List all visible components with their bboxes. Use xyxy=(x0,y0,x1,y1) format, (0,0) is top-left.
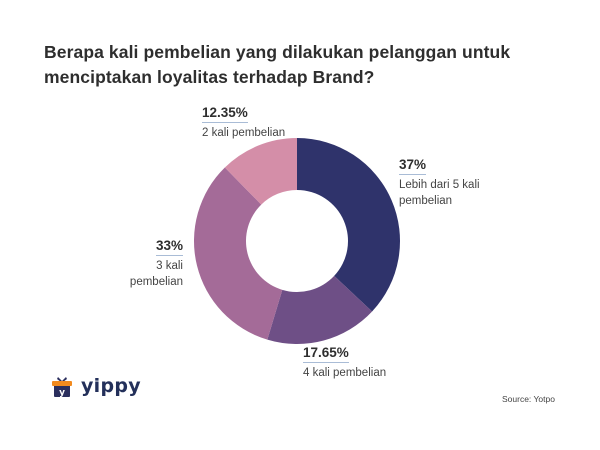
label-pct: 37% xyxy=(399,156,427,175)
donut-slice xyxy=(297,138,400,312)
label-pct: 33% xyxy=(155,237,183,256)
source-note: Source: Yotpo xyxy=(502,394,555,404)
chart-title: Berapa kali pembelian yang dilakukan pel… xyxy=(44,42,511,87)
label-text: 3 kali xyxy=(156,260,183,272)
label-4-times: 17.65% 4 kali pembelian xyxy=(303,344,386,381)
donut-slice xyxy=(193,167,283,340)
label-text: 4 kali pembelian xyxy=(303,367,387,379)
svg-text:y: y xyxy=(59,388,65,398)
label-more-than-5: 37% Lebih dari 5 kali pembelian xyxy=(399,156,480,209)
donut-slice xyxy=(267,275,373,345)
donut-slice xyxy=(224,138,297,205)
brand-logo: y yippy xyxy=(50,374,141,398)
label-pct: 17.65% xyxy=(303,344,349,363)
label-2-times: 12.35% 2 kali pembelian xyxy=(202,104,285,141)
gift-box-icon: y xyxy=(52,377,72,398)
label-text: Lebih dari 5 kali xyxy=(399,179,480,191)
label-text: pembelian xyxy=(129,276,183,288)
label-3-times: 33% 3 kali pembelian xyxy=(110,237,183,290)
label-pct: 12.35% xyxy=(202,104,248,123)
brand-name: yippy xyxy=(81,375,141,397)
label-text: pembelian xyxy=(399,195,453,207)
label-text: 2 kali pembelian xyxy=(202,127,286,139)
